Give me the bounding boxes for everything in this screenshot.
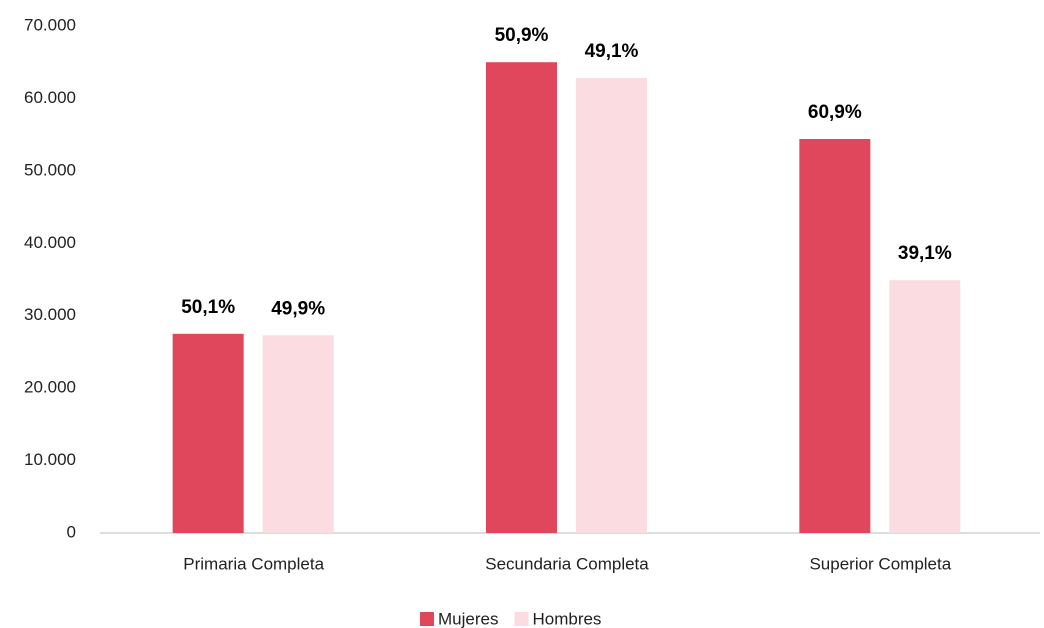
x-tick-label: Superior Completa: [809, 554, 951, 573]
x-tick-label: Secundaria Completa: [485, 554, 649, 573]
y-tick-label: 50.000: [24, 160, 76, 179]
bar: [576, 78, 647, 534]
y-tick-label: 40.000: [24, 233, 76, 252]
legend-swatch: [514, 612, 529, 626]
data-label: 60,9%: [808, 102, 862, 123]
bar: [172, 333, 244, 533]
y-tick-label: 20.000: [24, 378, 76, 397]
bar: [889, 280, 961, 533]
bar: [486, 62, 557, 533]
data-label: 49,1%: [585, 41, 639, 62]
y-tick-label: 70.000: [24, 15, 76, 34]
data-label: 50,9%: [495, 25, 549, 46]
legend-swatch: [420, 612, 434, 626]
data-label: 49,9%: [271, 298, 325, 319]
data-label: 39,1%: [898, 243, 952, 264]
legend-label: Mujeres: [438, 609, 498, 628]
y-tick-label: 10.000: [24, 450, 76, 469]
y-tick-label: 0: [67, 522, 76, 541]
bar: [799, 138, 871, 533]
x-tick-label: Primaria Completa: [183, 554, 324, 573]
bar: [262, 335, 334, 533]
legend-label: Hombres: [532, 609, 601, 628]
y-tick-label: 30.000: [24, 305, 76, 324]
y-tick-label: 60.000: [24, 88, 76, 107]
data-label: 50,1%: [181, 297, 235, 318]
